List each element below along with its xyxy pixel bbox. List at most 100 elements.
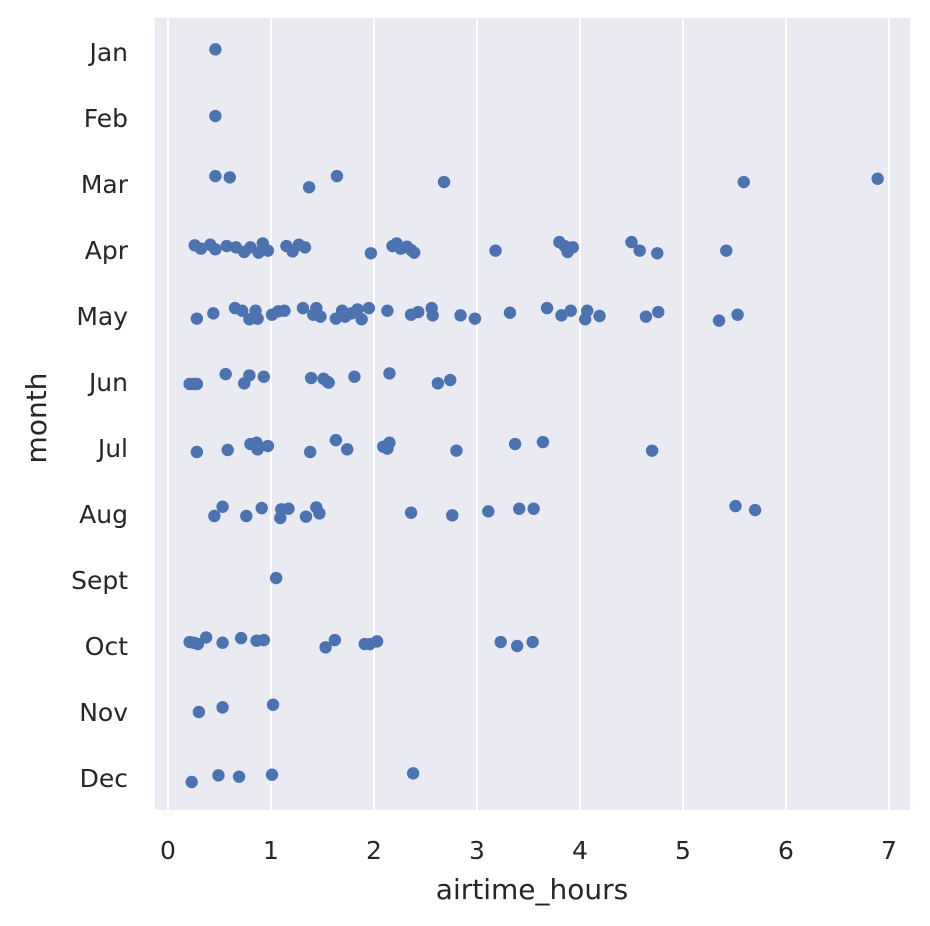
data-point: [223, 171, 236, 184]
x-tick-label: 2: [366, 836, 382, 865]
data-point: [351, 303, 364, 316]
data-point: [330, 169, 344, 183]
data-point: [526, 635, 539, 649]
data-point: [494, 635, 507, 649]
data-point: [510, 639, 524, 653]
data-point: [252, 246, 265, 259]
y-tick-label: Dec: [80, 764, 128, 793]
data-point: [341, 443, 354, 456]
data-point: [431, 377, 445, 390]
data-point: [191, 637, 205, 651]
data-point: [407, 246, 421, 259]
y-tick-label: Mar: [81, 170, 129, 199]
data-point: [625, 235, 638, 249]
data-point: [489, 244, 502, 257]
data-point: [304, 371, 318, 385]
data-point: [216, 636, 229, 649]
data-point: [282, 502, 295, 515]
data-point: [508, 437, 522, 451]
data-point: [278, 304, 291, 317]
data-point: [633, 244, 646, 257]
data-point: [482, 505, 495, 518]
data-point: [199, 631, 213, 644]
data-point: [303, 445, 317, 459]
data-point: [383, 436, 396, 449]
y-axis-label: month: [20, 373, 53, 464]
data-point: [444, 373, 457, 387]
data-point: [261, 244, 275, 257]
data-point: [209, 243, 222, 256]
data-point: [261, 439, 275, 453]
data-point: [406, 767, 420, 780]
data-point: [220, 239, 233, 253]
data-point: [216, 701, 229, 714]
x-tick-label: 1: [263, 836, 279, 865]
data-point: [296, 301, 310, 315]
data-point: [251, 312, 264, 325]
data-point: [564, 304, 577, 317]
x-tick-labels: 0 1 2 3 4 5 6 7: [160, 836, 897, 865]
y-tick-label: Oct: [85, 632, 128, 661]
data-point: [513, 502, 526, 515]
data-points: [183, 43, 884, 789]
y-tick-label: May: [76, 302, 128, 331]
y-tick-label: Jan: [87, 38, 128, 67]
data-point: [348, 370, 361, 383]
data-point: [298, 241, 312, 254]
data-point: [235, 304, 249, 317]
data-point: [383, 367, 396, 380]
data-point: [737, 175, 750, 189]
data-point: [370, 635, 384, 648]
data-point: [450, 444, 463, 457]
data-point: [209, 43, 222, 56]
data-point: [265, 768, 279, 781]
data-point: [190, 445, 204, 459]
data-point: [364, 247, 378, 260]
data-point: [362, 301, 376, 315]
data-point: [216, 500, 229, 513]
x-tick-label: 0: [160, 836, 176, 865]
data-point: [266, 698, 280, 711]
data-point: [566, 241, 579, 254]
data-point: [412, 305, 425, 319]
data-point: [190, 377, 204, 391]
x-gridlines: [167, 18, 890, 810]
data-point: [454, 309, 467, 322]
x-tick-label: 7: [881, 836, 897, 865]
plot-background: [155, 18, 910, 810]
y-tick-label: Aug: [79, 500, 128, 529]
y-tick-label: Feb: [84, 104, 128, 133]
data-point: [219, 367, 232, 381]
data-point: [207, 307, 220, 320]
data-point: [255, 501, 268, 515]
y-tick-label: Jun: [87, 368, 128, 397]
data-point: [313, 507, 326, 520]
data-point: [651, 247, 664, 260]
x-tick-label: 6: [778, 836, 794, 865]
data-point: [527, 502, 540, 515]
x-tick-label: 3: [469, 836, 485, 865]
data-point: [243, 369, 256, 382]
data-point: [192, 705, 206, 719]
data-point: [257, 370, 270, 383]
data-point: [593, 309, 606, 323]
data-point: [355, 313, 368, 326]
data-point: [555, 309, 568, 322]
data-point: [209, 109, 222, 123]
data-point: [328, 633, 342, 647]
data-point: [212, 769, 225, 782]
data-point: [540, 301, 554, 315]
data-point: [190, 312, 204, 325]
data-point: [251, 443, 264, 456]
y-tick-label: Sept: [71, 566, 128, 595]
data-point: [581, 304, 594, 317]
data-point: [871, 172, 884, 185]
data-point: [446, 509, 459, 522]
data-point: [322, 376, 335, 389]
data-point: [639, 310, 653, 323]
x-tick-label: 4: [572, 836, 588, 865]
data-point: [185, 775, 198, 789]
x-tick-label: 5: [675, 836, 691, 865]
data-point: [302, 181, 316, 194]
